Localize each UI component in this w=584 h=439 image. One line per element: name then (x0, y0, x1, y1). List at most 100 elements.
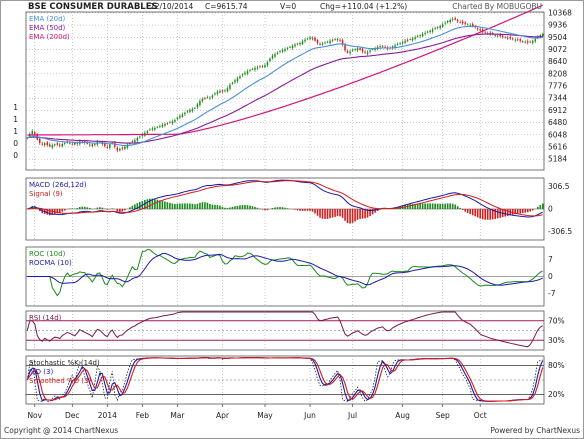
macd-histogram-bar (336, 209, 339, 217)
macd-histogram-bar (486, 209, 489, 220)
macd-histogram-bar (221, 206, 224, 209)
candle-body (66, 142, 69, 144)
macd-histogram-bar (351, 209, 354, 223)
stoch-legend: Smoothed %D (3) (29, 377, 91, 385)
macd-histogram-bar (38, 209, 41, 212)
candle-body (354, 49, 356, 51)
candle-body (69, 142, 71, 144)
candle-body (239, 76, 241, 79)
candle-body (196, 104, 199, 108)
macd-histogram-bar (229, 207, 231, 209)
candle-body (274, 54, 276, 57)
candle-body (51, 145, 54, 148)
candle-body (299, 43, 301, 45)
candle-body (429, 30, 431, 33)
macd-histogram-bar (106, 209, 109, 210)
candle-body (171, 121, 174, 124)
candle-body (41, 143, 44, 145)
roc-legend: ROC (10d) (29, 250, 66, 258)
candle-body (441, 24, 444, 27)
macd-histogram-bar (511, 209, 514, 215)
candle-body (281, 50, 284, 52)
candle-body (476, 28, 479, 30)
x-tick-label: Apr (216, 411, 230, 420)
macd-histogram-bar (101, 207, 104, 209)
candle-body (194, 107, 196, 109)
macd-histogram-bar (459, 208, 461, 209)
candle-body (391, 46, 394, 49)
macd-histogram-bar (341, 209, 344, 218)
candle-body (126, 144, 129, 148)
candle-body (361, 48, 364, 52)
candle-body (276, 52, 279, 54)
candle-body (259, 66, 261, 68)
macd-histogram-bar (321, 209, 324, 219)
macd-histogram-bar (149, 198, 151, 209)
candle-body (321, 43, 324, 45)
candle-body (26, 137, 29, 139)
candle-body (324, 42, 326, 44)
candle-body (121, 147, 124, 149)
macd-histogram-bar (474, 209, 476, 217)
macd-histogram-bar (156, 199, 159, 209)
macd-tick-label: -306.5 (548, 227, 572, 236)
macd-histogram-bar (89, 207, 91, 209)
macd-legend: MACD (26d,12d) (29, 181, 87, 189)
candle-body (424, 32, 426, 34)
candle-body (159, 125, 161, 127)
candle-body (46, 142, 49, 145)
macd-histogram-bar (316, 209, 319, 216)
macd-tick-label: 306.5 (548, 182, 570, 191)
left-axis-label: 1 (13, 115, 18, 124)
candle-body (356, 48, 359, 51)
macd-histogram-bar (524, 209, 527, 213)
candle-body (524, 41, 526, 43)
candle-body (431, 29, 434, 32)
x-tick-label: Mar (170, 411, 185, 420)
candle-body (484, 31, 486, 33)
candle-body (461, 21, 464, 24)
rocma-line (27, 252, 543, 286)
stoch-legend: %D (3) (29, 368, 53, 376)
candle-body (531, 40, 534, 43)
macd-histogram-bar (151, 198, 154, 209)
candle-body (139, 136, 141, 138)
macd-histogram-bar (254, 206, 256, 209)
macd-histogram-bar (169, 202, 171, 209)
macd-histogram-bar (439, 203, 441, 209)
macd-histogram-bar (334, 209, 336, 217)
macd-histogram-bar (84, 206, 86, 209)
header-change: Chg=+110.04 (+1.2%) (320, 2, 407, 11)
candle-body (326, 41, 329, 43)
macd-histogram-bar (529, 209, 532, 212)
candle-body (106, 146, 109, 148)
candle-body (56, 143, 59, 145)
macd-histogram-bar (174, 203, 176, 209)
candle-body (209, 97, 211, 99)
macd-histogram-bar (514, 209, 517, 215)
macd-histogram-bar (409, 204, 411, 209)
price-tick-label: 8640 (548, 57, 567, 66)
ema-200-line (27, 4, 543, 136)
macd-histogram-bar (159, 200, 161, 209)
chart-credit: Charted By MOBUGOBU (452, 2, 542, 11)
candle-body (434, 28, 436, 30)
macd-histogram-bar (111, 208, 114, 209)
ema-50-line (27, 33, 543, 144)
candle-body (269, 58, 271, 62)
candle-body (279, 50, 281, 52)
candle-body (219, 91, 221, 93)
macd-histogram-bar (136, 203, 139, 209)
candle-body (479, 29, 481, 31)
chart-title: BSE CONSUMER DURABLES (28, 2, 158, 12)
macd-histogram-bar (131, 205, 134, 209)
candle-body (59, 144, 61, 146)
macd-histogram-bar (224, 207, 226, 209)
candle-body (179, 115, 181, 118)
candle-body (526, 41, 529, 43)
macd-histogram-bar (279, 206, 281, 209)
macd-histogram-bar (456, 206, 459, 209)
candle-body (71, 143, 74, 145)
macd-histogram-bar (179, 203, 181, 209)
macd-histogram-bar (441, 203, 444, 209)
